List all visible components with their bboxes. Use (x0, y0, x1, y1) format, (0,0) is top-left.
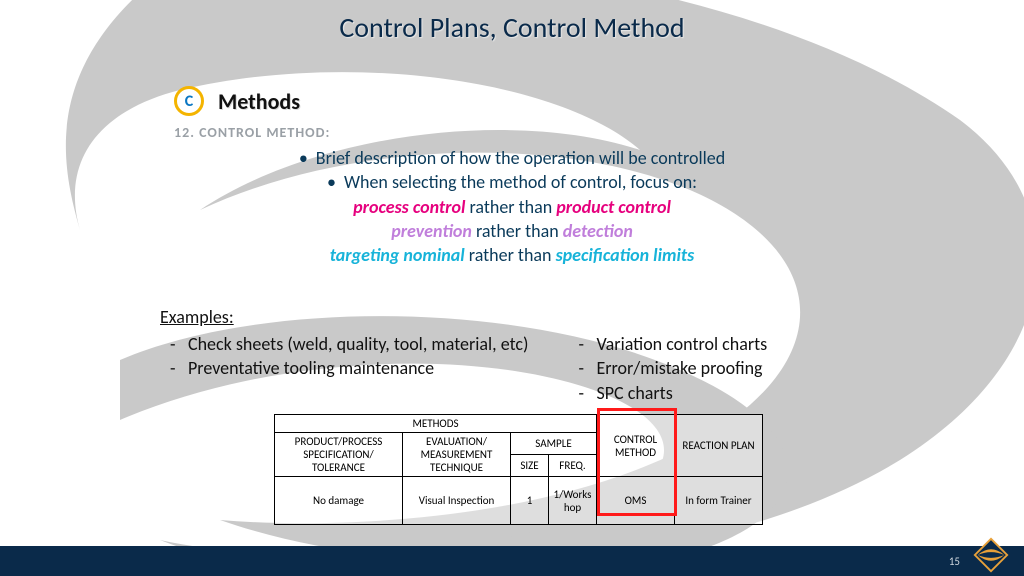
slide: Control Plans, Control Method C Methods … (0, 0, 1024, 576)
bullets-block: Brief description of how the operation w… (0, 146, 1024, 267)
focus-line-2: prevention rather than detection (0, 219, 1024, 243)
bullet-2: When selecting the method of control, fo… (0, 170, 1024, 194)
slide-number: 15 (949, 555, 960, 568)
cell-eval: Visual Inspection (403, 477, 511, 525)
section-badge: C (174, 86, 204, 116)
tbl-hdr-spec: PRODUCT/PROCESS SPECIFICATION/ TOLERANCE (275, 433, 403, 477)
slide-title: Control Plans, Control Method (0, 10, 1024, 45)
list-item: Preventative tooling maintenance (188, 356, 528, 380)
tbl-hdr-eval: EVALUATION/ MEASUREMENT TECHNIQUE (403, 433, 511, 477)
focus-line-1: process control rather than product cont… (0, 195, 1024, 219)
tbl-hdr-reaction: REACTION PLAN (675, 415, 763, 477)
content-layer: Control Plans, Control Method C Methods … (0, 0, 1024, 576)
cell-spec: No damage (275, 477, 403, 525)
list-item: Error/mistake proofing (596, 356, 767, 380)
list-item: Variation control charts (596, 332, 767, 356)
examples-block: Examples: Check sheets (weld, quality, t… (160, 306, 944, 405)
examples-col-right: Variation control charts Error/mistake p… (568, 332, 767, 405)
table-row: No damage Visual Inspection 1 1/Works ho… (275, 477, 763, 525)
tbl-hdr-size: SIZE (511, 455, 549, 477)
list-item: SPC charts (596, 381, 767, 405)
tbl-top-methods: METHODS (275, 415, 597, 433)
examples-col-left: Check sheets (weld, quality, tool, mater… (160, 332, 528, 405)
methods-table-wrap: METHODS CONTROL METHOD REACTION PLAN PRO… (274, 414, 763, 525)
section-12-label: 12. CONTROL METHOD: (174, 124, 330, 141)
cell-reaction: In form Trainer (675, 477, 763, 525)
focus-line-3: targeting nominal rather than specificat… (0, 243, 1024, 267)
tbl-hdr-freq: FREQ. (549, 455, 597, 477)
bullet-1: Brief description of how the operation w… (0, 146, 1024, 170)
examples-heading: Examples: (160, 306, 944, 328)
badge-letter: C (185, 92, 193, 111)
section-badge-row: C Methods (174, 86, 300, 116)
cell-control: OMS (597, 477, 675, 525)
tbl-hdr-control: CONTROL METHOD (597, 415, 675, 477)
list-item: Check sheets (weld, quality, tool, mater… (188, 332, 528, 356)
cell-size: 1 (511, 477, 549, 525)
tbl-hdr-sample: SAMPLE (511, 433, 597, 455)
brand-logo-icon (972, 536, 1010, 574)
cell-freq: 1/Works hop (549, 477, 597, 525)
methods-table: METHODS CONTROL METHOD REACTION PLAN PRO… (274, 414, 763, 525)
methods-heading: Methods (218, 88, 300, 115)
